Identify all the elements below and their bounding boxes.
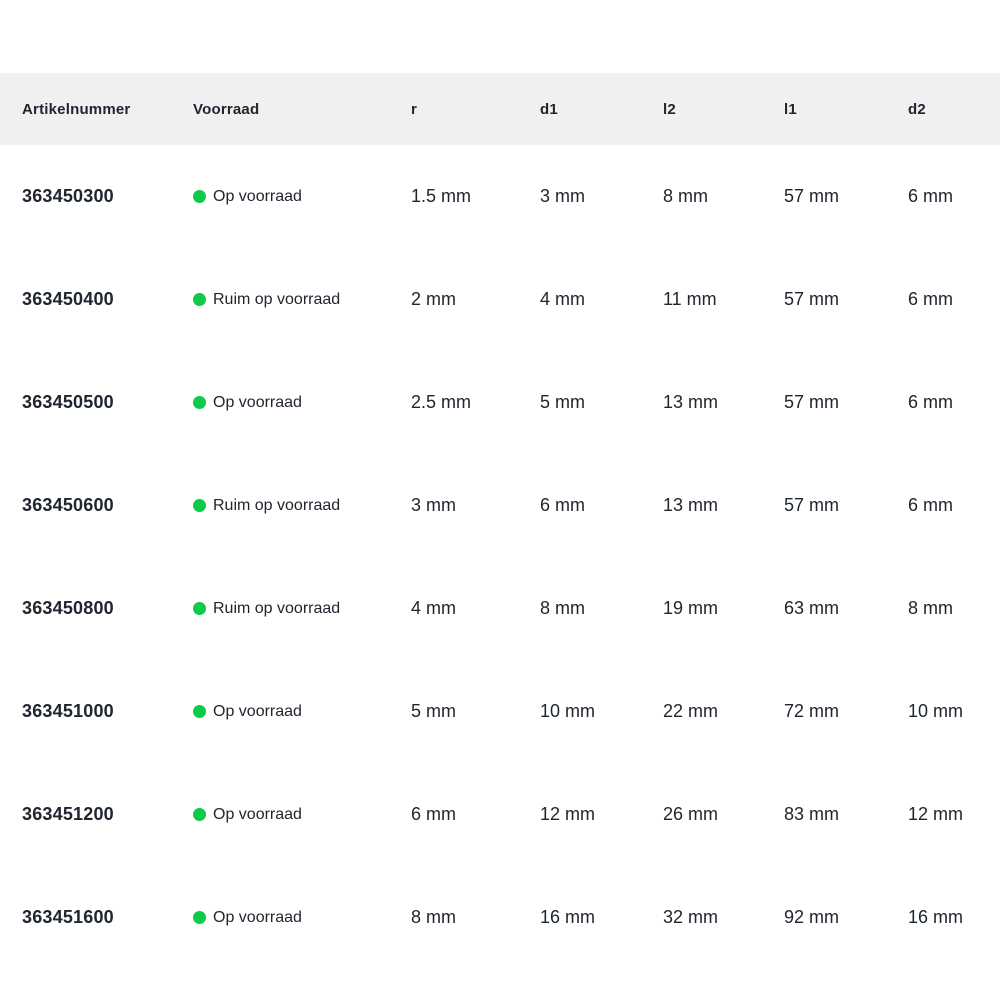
article-number: 363450500 <box>22 392 114 412</box>
column-header-r: r <box>411 100 418 118</box>
value-d2: 6 mm <box>908 392 953 412</box>
value-l1: 57 mm <box>784 186 840 206</box>
value-r: 5 mm <box>411 701 456 721</box>
value-d2: 8 mm <box>908 598 953 618</box>
column-header-d1: d1 <box>540 100 558 118</box>
value-d2: 6 mm <box>908 289 953 309</box>
table-row: 363451000 Op voorraad 5 mm 10 mm 22 mm 7… <box>0 660 1000 763</box>
stock-status-label: Op voorraad <box>213 908 302 926</box>
value-r: 6 mm <box>411 804 456 824</box>
table-row: 363450500 Op voorraad 2.5 mm 5 mm 13 mm … <box>0 351 1000 454</box>
article-number: 363450300 <box>22 186 114 206</box>
stock-status: Ruim op voorraad <box>193 291 411 309</box>
table-header-row: Artikelnummer Voorraad r d1 l2 l1 d2 <box>0 73 1000 145</box>
stock-status-dot-icon <box>193 911 206 924</box>
stock-status-label: Ruim op voorraad <box>213 290 341 308</box>
value-d1: 4 mm <box>540 289 585 309</box>
table-row: 363450300 Op voorraad 1.5 mm 3 mm 8 mm 5… <box>0 145 1000 248</box>
table-body: 363450300 Op voorraad 1.5 mm 3 mm 8 mm 5… <box>0 145 1000 969</box>
article-number: 363450400 <box>22 289 114 309</box>
stock-status-dot-icon <box>193 293 206 306</box>
value-r: 2.5 mm <box>411 392 472 412</box>
value-l1: 83 mm <box>784 804 840 824</box>
value-r: 1.5 mm <box>411 186 472 206</box>
value-d1: 3 mm <box>540 186 585 206</box>
value-d1: 12 mm <box>540 804 596 824</box>
column-header-artikelnummer: Artikelnummer <box>22 100 131 118</box>
stock-status-dot-icon <box>193 499 206 512</box>
stock-status: Op voorraad <box>193 188 411 206</box>
value-l2: 13 mm <box>663 392 719 412</box>
table-row: 363450800 Ruim op voorraad 4 mm 8 mm 19 … <box>0 557 1000 660</box>
value-l1: 72 mm <box>784 701 840 721</box>
stock-status: Op voorraad <box>193 703 411 721</box>
value-d2: 16 mm <box>908 907 964 927</box>
value-l1: 57 mm <box>784 495 840 515</box>
column-header-l2: l2 <box>663 100 676 118</box>
value-r: 3 mm <box>411 495 456 515</box>
value-l2: 22 mm <box>663 701 719 721</box>
stock-status: Op voorraad <box>193 806 411 824</box>
value-d1: 10 mm <box>540 701 596 721</box>
stock-status: Ruim op voorraad <box>193 600 411 618</box>
stock-status-dot-icon <box>193 190 206 203</box>
value-l2: 11 mm <box>663 289 717 309</box>
stock-status: Ruim op voorraad <box>193 497 411 515</box>
value-d1: 6 mm <box>540 495 585 515</box>
value-l1: 57 mm <box>784 392 840 412</box>
value-r: 8 mm <box>411 907 456 927</box>
article-number: 363451600 <box>22 907 114 927</box>
value-d2: 10 mm <box>908 701 964 721</box>
stock-status-label: Op voorraad <box>213 393 302 411</box>
column-header-l1: l1 <box>784 100 797 118</box>
value-l1: 92 mm <box>784 907 840 927</box>
stock-status-dot-icon <box>193 705 206 718</box>
stock-status: Op voorraad <box>193 909 411 927</box>
stock-status-label: Op voorraad <box>213 187 302 205</box>
value-l1: 57 mm <box>784 289 840 309</box>
stock-status-label: Ruim op voorraad <box>213 599 341 617</box>
table-row: 363451600 Op voorraad 8 mm 16 mm 32 mm 9… <box>0 866 1000 969</box>
stock-status-dot-icon <box>193 396 206 409</box>
stock-status-dot-icon <box>193 808 206 821</box>
stock-status-label: Op voorraad <box>213 702 302 720</box>
value-d2: 6 mm <box>908 186 953 206</box>
value-l2: 19 mm <box>663 598 719 618</box>
value-r: 4 mm <box>411 598 456 618</box>
value-d2: 6 mm <box>908 495 953 515</box>
value-l1: 63 mm <box>784 598 840 618</box>
table-row: 363450400 Ruim op voorraad 2 mm 4 mm 11 … <box>0 248 1000 351</box>
value-d2: 12 mm <box>908 804 964 824</box>
stock-status-label: Op voorraad <box>213 805 302 823</box>
stock-status-dot-icon <box>193 602 206 615</box>
product-spec-table: Artikelnummer Voorraad r d1 l2 l1 d2 363… <box>0 73 1000 969</box>
value-d1: 5 mm <box>540 392 585 412</box>
column-header-d2: d2 <box>908 100 926 118</box>
column-header-voorraad: Voorraad <box>193 100 260 118</box>
value-l2: 13 mm <box>663 495 719 515</box>
stock-status-label: Ruim op voorraad <box>213 496 341 514</box>
article-number: 363450800 <box>22 598 114 618</box>
value-r: 2 mm <box>411 289 456 309</box>
article-number: 363451200 <box>22 804 114 824</box>
table-row: 363451200 Op voorraad 6 mm 12 mm 26 mm 8… <box>0 763 1000 866</box>
value-l2: 8 mm <box>663 186 708 206</box>
article-number: 363451000 <box>22 701 114 721</box>
value-l2: 32 mm <box>663 907 719 927</box>
value-l2: 26 mm <box>663 804 719 824</box>
stock-status: Op voorraad <box>193 394 411 412</box>
article-number: 363450600 <box>22 495 114 515</box>
value-d1: 16 mm <box>540 907 596 927</box>
value-d1: 8 mm <box>540 598 585 618</box>
table-row: 363450600 Ruim op voorraad 3 mm 6 mm 13 … <box>0 454 1000 557</box>
